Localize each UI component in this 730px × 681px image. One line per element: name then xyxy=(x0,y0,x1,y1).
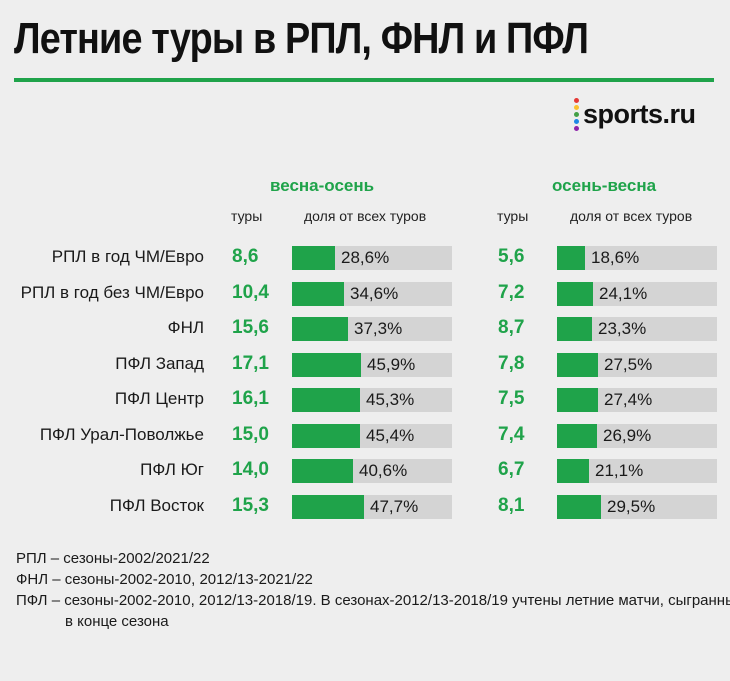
row-label: ФНЛ xyxy=(167,318,204,337)
share-value: 21,1% xyxy=(595,461,644,480)
share-bar-track xyxy=(292,459,452,483)
share-bar-track xyxy=(557,388,717,412)
share-value: 34,6% xyxy=(350,283,399,303)
title-divider xyxy=(14,78,714,82)
row-label: ПФЛ Восток xyxy=(109,495,204,515)
tours-value: 7,5 xyxy=(498,388,525,409)
share-bar xyxy=(557,317,592,341)
share-value: 28,6% xyxy=(341,248,390,267)
row-label: ПФЛ Центр xyxy=(114,389,204,408)
share-bar xyxy=(557,388,598,412)
tours-header: туры xyxy=(231,208,263,224)
footnotes: РПЛ – сезоны-2002/2021/22 ФНЛ – сезоны-2… xyxy=(16,548,730,632)
share-bar-track xyxy=(557,352,717,377)
share-value: 24,1% xyxy=(599,283,648,303)
tours-value: 8,6 xyxy=(232,246,259,267)
share-bar-track xyxy=(557,317,717,341)
share-bar-track xyxy=(292,423,452,448)
share-bar xyxy=(557,246,585,270)
share-bar-track xyxy=(292,317,452,341)
tours-value: 14,0 xyxy=(232,459,269,480)
share-value: 37,3% xyxy=(354,319,403,338)
footnote-fnl: ФНЛ – сезоны-2002-2010, 2012/13-2021/22 xyxy=(16,571,313,588)
group-title-autumn-spring: осень-весна xyxy=(552,176,657,195)
tours-value: 8,1 xyxy=(498,494,525,516)
logo-dot xyxy=(574,125,579,131)
share-value: 40,6% xyxy=(359,461,408,480)
group-title-spring-autumn: весна-осень xyxy=(270,176,375,195)
share-bar xyxy=(292,246,335,270)
share-bar xyxy=(557,494,601,519)
tours-value: 16,1 xyxy=(232,388,269,409)
row-label: ПФЛ Запад xyxy=(115,353,204,373)
tours-value: 10,4 xyxy=(232,281,269,303)
logo-text: sports.ru xyxy=(583,98,696,129)
tours-value: 6,7 xyxy=(498,459,525,480)
chart-title: Летние туры в РПЛ, ФНЛ и ПФЛ xyxy=(14,14,589,63)
share-bar-track xyxy=(292,246,452,270)
share-bar-track xyxy=(557,281,717,306)
tours-value: 7,2 xyxy=(498,281,525,303)
share-bar-track xyxy=(557,494,717,519)
share-value: 45,4% xyxy=(366,425,415,445)
share-value: 23,3% xyxy=(598,319,647,338)
share-bar-track xyxy=(557,459,717,483)
logo-dots-icon xyxy=(574,97,579,131)
share-bar xyxy=(292,494,364,519)
share-value: 45,3% xyxy=(366,390,415,409)
share-bar-track xyxy=(292,352,452,377)
share-value: 27,4% xyxy=(604,390,653,409)
tours-header: туры xyxy=(497,208,529,224)
share-bar-track xyxy=(557,246,717,270)
footnote-rpl: РПЛ – сезоны-2002/2021/22 xyxy=(16,550,210,567)
share-bar-track xyxy=(292,281,452,306)
sports-ru-logo: sports.ru xyxy=(574,97,696,131)
share-bar xyxy=(292,388,360,412)
tours-value: 15,6 xyxy=(232,317,269,338)
share-bar xyxy=(292,281,344,306)
footnote-pfl: ПФЛ – сезоны-2002-2010, 2012/13-2018/19.… xyxy=(16,592,730,630)
share-bar xyxy=(292,352,361,377)
share-header: доля от всех туров xyxy=(304,208,427,224)
row-label: ПФЛ Юг xyxy=(140,460,204,479)
tours-value: 15,3 xyxy=(232,494,269,516)
share-bar xyxy=(292,423,360,448)
logo-dot xyxy=(574,104,579,110)
row-label: РПЛ в год без ЧМ/Евро xyxy=(20,282,204,302)
share-value: 47,7% xyxy=(370,496,419,516)
logo-dot xyxy=(574,111,579,117)
logo-dot xyxy=(574,97,579,103)
tours-value: 8,7 xyxy=(498,317,525,338)
share-bar-track xyxy=(557,423,717,448)
tours-value: 17,1 xyxy=(232,352,269,374)
share-bar-track xyxy=(292,388,452,412)
share-bar xyxy=(292,459,353,483)
tours-value: 7,8 xyxy=(498,352,525,374)
share-bar xyxy=(557,352,598,377)
share-bar xyxy=(292,317,348,341)
tours-value: 15,0 xyxy=(232,423,269,445)
row-label: ПФЛ Урал-Поволжье xyxy=(39,424,204,444)
tours-value: 5,6 xyxy=(498,246,525,267)
share-bar xyxy=(557,281,593,306)
logo-dot xyxy=(574,118,579,124)
share-bar xyxy=(557,423,597,448)
share-header: доля от всех туров xyxy=(570,208,693,224)
tours-value: 7,4 xyxy=(498,423,525,445)
share-bar-track xyxy=(292,494,452,519)
share-value: 45,9% xyxy=(367,354,416,374)
row-label: РПЛ в год ЧМ/Евро xyxy=(51,247,204,266)
share-value: 27,5% xyxy=(604,354,653,374)
share-bar xyxy=(557,459,589,483)
share-value: 26,9% xyxy=(603,425,652,445)
share-value: 18,6% xyxy=(591,248,640,267)
share-value: 29,5% xyxy=(607,496,656,516)
